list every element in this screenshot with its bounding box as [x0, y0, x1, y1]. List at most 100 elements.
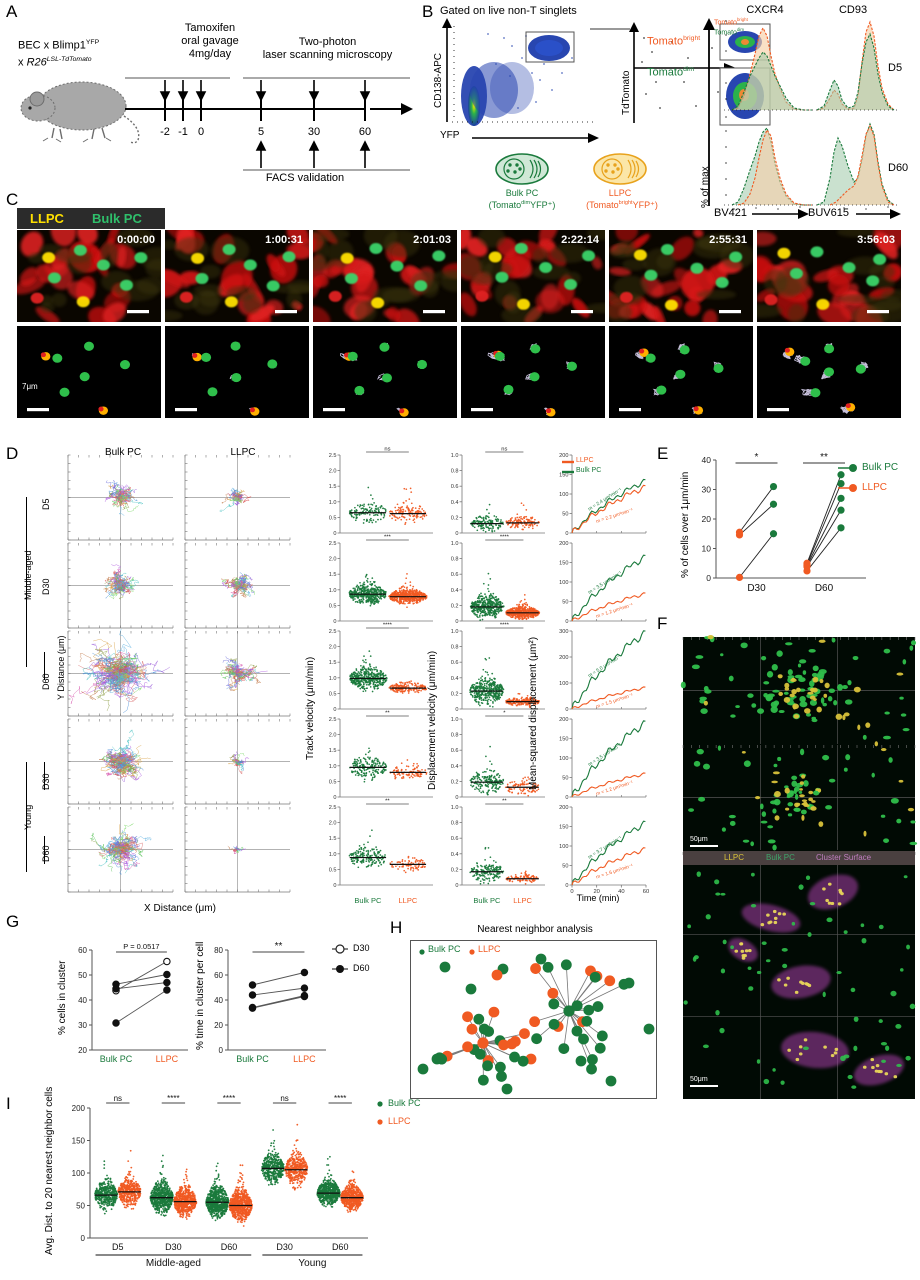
hist-legend-dim-label: Tomato — [714, 29, 737, 37]
panelF-legend-bulkpc: Bulk PC — [766, 853, 795, 862]
svg-text:1.0: 1.0 — [451, 453, 459, 459]
svg-text:0.6: 0.6 — [451, 484, 459, 490]
panel-label-I: I — [6, 1094, 11, 1113]
svg-text:1.0: 1.0 — [329, 764, 337, 770]
panelC-scalebar-label: 7μm — [22, 382, 38, 391]
svg-text:2.0: 2.0 — [329, 645, 337, 651]
svg-text:0: 0 — [333, 795, 336, 801]
svg-text:0.4: 0.4 — [451, 676, 459, 682]
panelD-group-middleaged: Middle-aged — [23, 550, 33, 600]
svg-text:****: **** — [500, 535, 510, 541]
panelD-tracks-ylabel: Y Distance (μm) — [56, 635, 66, 700]
hist-legend-dim: Tomatodim — [714, 27, 744, 36]
panelF-scalebar-label-top: 50μm — [690, 836, 708, 843]
svg-text:0: 0 — [333, 707, 336, 713]
svg-text:2:01:03: 2:01:03 — [413, 234, 451, 246]
svg-text:LLPC: LLPC — [399, 896, 418, 905]
gate-dim-sup: dim — [683, 66, 695, 73]
svg-text:3:56:03: 3:56:03 — [857, 234, 895, 246]
bulk-sub-pre: (Tomato — [488, 200, 522, 210]
hist-legend-bright-sup: bright — [736, 17, 748, 22]
svg-text:0.8: 0.8 — [451, 645, 459, 651]
panelF-legend-llpc: LLPC — [724, 853, 745, 862]
hist-col-header-cxcr4: CXCR4 — [746, 4, 784, 16]
svg-text:0.8: 0.8 — [451, 557, 459, 563]
panelH-title: Nearest neighbor analysis — [477, 924, 593, 935]
llpc-sub-pre: (Tomato — [586, 200, 619, 210]
panelD-row-label-d5: D5 — [41, 498, 51, 510]
panel-label-A: A — [6, 2, 18, 21]
panelA-imaging-title: Two-photon laser scanning microscopy — [240, 36, 415, 62]
panelD-msd-xlabel: Time (min) — [576, 893, 620, 903]
panelD-col-header-bulk: Bulk PC — [104, 447, 142, 458]
svg-text:0.5: 0.5 — [329, 779, 337, 785]
timeline-day-5: 5 — [257, 126, 265, 138]
svg-text:0:00:00: 0:00:00 — [117, 234, 155, 246]
svg-text:0.5: 0.5 — [329, 867, 337, 873]
svg-text:1.0: 1.0 — [329, 588, 337, 594]
timeline-day-m2: -2 — [160, 126, 170, 138]
svg-text:ns: ns — [501, 447, 507, 453]
panelC-legend-bulkpc: Bulk PC — [92, 211, 142, 226]
llpc-cell-icon — [593, 153, 647, 185]
llpc-cell-sublabel: (TomatobrightYFP⁺) — [562, 200, 682, 211]
bulk-sub-post: YFP⁺) — [530, 200, 556, 210]
svg-text:**: ** — [385, 711, 390, 717]
panelD-row-label-d30y: D30 — [41, 773, 51, 790]
panelI-legend-bulk: Bulk PC — [388, 1098, 421, 1108]
genotype-line2-prefix: x — [18, 56, 27, 69]
hist-y-axis-arrow — [703, 18, 715, 206]
panelC-legend-llpc: LLPC — [30, 211, 64, 226]
msd-legend-swatches — [562, 460, 574, 474]
svg-text:1.5: 1.5 — [329, 748, 337, 754]
imaging-line1: Two-photon — [298, 36, 357, 48]
panelF-legend-bar — [683, 851, 915, 865]
panelH-legend-dots — [419, 949, 475, 955]
svg-text:2.0: 2.0 — [329, 733, 337, 739]
timeline-day-30: 30 — [307, 126, 321, 138]
svg-text:1.0: 1.0 — [329, 676, 337, 682]
svg-text:1.5: 1.5 — [329, 484, 337, 490]
svg-text:0.5: 0.5 — [329, 603, 337, 609]
panelD-group-line-young — [26, 762, 27, 872]
panelD-track-plots — [67, 454, 291, 893]
timeline-day-60: 60 — [358, 126, 372, 138]
svg-text:0.5: 0.5 — [329, 691, 337, 697]
panelA-timeline — [125, 77, 413, 171]
svg-text:2.5: 2.5 — [329, 717, 337, 723]
svg-text:****: **** — [383, 623, 393, 629]
panelD-group-young: Young — [23, 804, 33, 830]
panelF-scalebar-bottom — [690, 1085, 718, 1087]
svg-text:0: 0 — [455, 531, 458, 537]
hist-legend-dim-sup: dim — [736, 27, 744, 32]
genotype-line2-sup: LSL-TdTomato — [46, 55, 92, 63]
svg-text:0: 0 — [333, 619, 336, 625]
svg-text:0.8: 0.8 — [451, 469, 459, 475]
tamoxifen-line3: 4mg/day — [188, 48, 232, 60]
panelH-plot-frame — [410, 940, 657, 1099]
svg-text:0.2: 0.2 — [451, 515, 459, 521]
gate-label-tomato-bright: Tomatobright — [647, 35, 700, 48]
hist-legend-bright: Tomatobright — [714, 17, 748, 26]
panelD-rowline-d30y — [44, 762, 45, 790]
llpc-sub-sup: bright — [618, 200, 633, 206]
svg-text:0.6: 0.6 — [451, 660, 459, 666]
panelD-col-header-llpc: LLPC — [230, 447, 256, 458]
panel-label-C: C — [6, 190, 19, 209]
panel-label-B: B — [422, 2, 434, 21]
hist-x-arrow-right — [856, 209, 901, 219]
hist-legend-bright-label: Tomato — [714, 19, 737, 27]
panelB-flow-scatter — [452, 26, 597, 126]
panelD-trackvel-ylabel: Track velocity (μm/min) — [305, 656, 316, 760]
bulk-sub-sup: dim — [521, 200, 531, 206]
panelE-legend-bulk: Bulk PC — [862, 462, 899, 473]
hist-x-axis-right-label: BUV615 — [808, 207, 849, 219]
panelD-row-label-d60y: D60 — [41, 845, 51, 862]
svg-text:2.0: 2.0 — [329, 821, 337, 827]
hist-col-header-cd93: CD93 — [838, 4, 868, 16]
panel-label-H: H — [390, 918, 403, 937]
panelG-legend-d30: D30 — [353, 943, 370, 953]
panelH-legend-bulk: Bulk PC — [428, 944, 461, 954]
svg-text:0.5: 0.5 — [329, 515, 337, 521]
